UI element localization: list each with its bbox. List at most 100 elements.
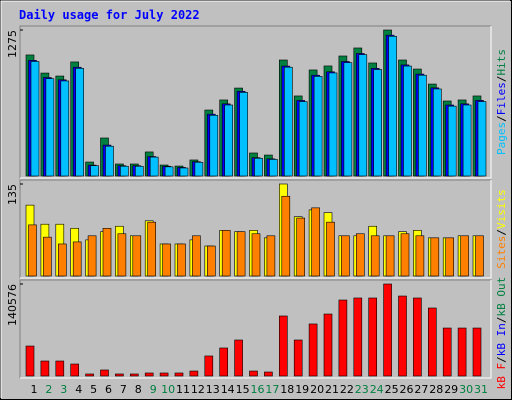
bar <box>296 217 306 277</box>
bar <box>162 243 171 277</box>
bar <box>418 74 427 177</box>
x-tick-label: 21 <box>325 383 339 396</box>
plot-bevel <box>20 280 492 379</box>
bar <box>254 157 263 177</box>
bar <box>308 323 318 377</box>
bar <box>358 54 368 177</box>
bar <box>398 295 407 377</box>
x-tick-label: 22 <box>340 383 354 396</box>
bar <box>341 235 350 277</box>
bar <box>194 161 204 177</box>
x-tick-label: 15 <box>236 383 250 396</box>
bar <box>72 241 82 277</box>
legend: kB F/kB In/kB Out <box>495 277 508 390</box>
x-tick-label: 27 <box>414 383 428 396</box>
bar <box>75 68 84 177</box>
bar <box>388 35 397 177</box>
bar <box>430 237 440 277</box>
bar <box>207 245 216 277</box>
x-tick-label: 20 <box>310 383 324 396</box>
bar <box>373 69 383 177</box>
bar <box>177 243 186 277</box>
x-tick-label: 10 <box>161 383 175 396</box>
bar <box>293 339 303 377</box>
bar <box>281 195 291 277</box>
bar <box>251 233 261 277</box>
x-tick-label: 18 <box>280 383 294 396</box>
x-tick-label: 14 <box>221 383 235 396</box>
bar <box>403 65 412 177</box>
legend: Sites/Visits <box>495 189 508 269</box>
bar <box>236 231 246 277</box>
bar <box>135 165 144 177</box>
bar <box>100 369 109 377</box>
bar <box>40 360 50 377</box>
bar <box>328 72 338 177</box>
legend-separator: / <box>495 356 508 363</box>
bar <box>120 165 129 177</box>
bar <box>159 372 169 377</box>
x-tick-label: 17 <box>265 383 279 396</box>
bar <box>219 347 228 377</box>
bar <box>164 166 174 177</box>
plot-bevel <box>20 180 492 279</box>
y-tick-label: 1275 <box>6 30 19 58</box>
x-tick-label: 23 <box>355 383 369 396</box>
legend-entry: kB In <box>495 323 508 356</box>
bar <box>60 80 70 177</box>
bar <box>132 235 142 277</box>
x-tick-label: 16 <box>251 383 265 396</box>
legend-separator: / <box>495 115 508 122</box>
bar <box>55 360 65 377</box>
bar <box>115 373 124 377</box>
bar <box>460 235 469 277</box>
bar <box>269 159 278 177</box>
bar <box>298 101 308 177</box>
x-tick-label: 12 <box>191 383 205 396</box>
x-tick-label: 2 <box>45 383 52 396</box>
bar <box>25 345 35 377</box>
x-tick-label: 19 <box>295 383 309 396</box>
bar <box>338 299 348 377</box>
bar <box>326 221 335 277</box>
bar <box>266 235 276 277</box>
bar <box>477 101 487 177</box>
bar <box>85 373 94 377</box>
bar <box>442 327 452 377</box>
plot-bevel <box>20 26 492 179</box>
legend-entry: kB Out <box>495 277 508 317</box>
x-tick-label: 5 <box>90 383 97 396</box>
bar <box>57 243 67 277</box>
bar <box>43 236 52 277</box>
bar <box>102 227 112 277</box>
bar <box>353 297 363 377</box>
x-tick-label: 1 <box>31 383 38 396</box>
x-tick-label: 26 <box>400 383 414 396</box>
bar <box>70 363 79 377</box>
bar <box>415 235 425 277</box>
bar <box>311 207 320 277</box>
bar <box>90 165 99 177</box>
bar <box>149 156 159 177</box>
bar <box>355 233 365 277</box>
bar <box>249 370 258 377</box>
bar <box>264 371 273 377</box>
y-tick-label: 140576 <box>6 284 19 326</box>
legend-entry: Files <box>495 82 508 115</box>
bar <box>105 145 114 177</box>
legend-separator: / <box>495 229 508 236</box>
plot-area <box>19 25 492 179</box>
bar <box>234 339 243 377</box>
x-tick-label: 29 <box>444 383 458 396</box>
bar <box>472 327 482 377</box>
legend-separator: / <box>495 316 508 323</box>
plot-area <box>19 279 492 379</box>
bar <box>45 78 55 177</box>
x-tick-label: 28 <box>429 383 443 396</box>
bar <box>462 104 472 177</box>
legend-entry: kB F <box>495 363 508 390</box>
x-tick-label: 9 <box>150 383 157 396</box>
